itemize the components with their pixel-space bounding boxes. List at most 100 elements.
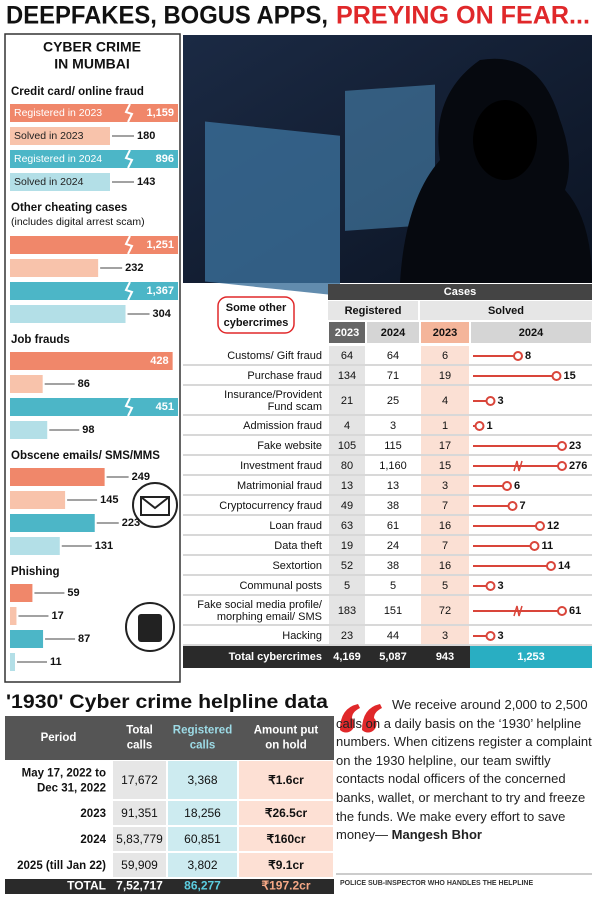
panel-title: IN MUMBAI	[54, 56, 129, 72]
cell	[184, 476, 327, 494]
cell	[367, 536, 419, 554]
bar-value: 1,159	[146, 107, 174, 119]
cell-value: 52	[341, 560, 353, 572]
cell	[367, 596, 419, 624]
lollipop-value: 276	[569, 460, 587, 472]
cell	[471, 476, 591, 494]
cell	[184, 386, 327, 414]
cell	[421, 386, 469, 414]
helpline-cell	[113, 827, 166, 851]
cell	[329, 346, 365, 364]
email-icon-flap	[140, 496, 170, 510]
cell-value: 17	[439, 440, 451, 452]
period: 2023	[80, 808, 106, 820]
year-header	[471, 322, 591, 343]
lollipop-dot	[507, 501, 518, 511]
cell	[184, 556, 327, 574]
lollipop-dot	[551, 371, 562, 381]
cell	[367, 476, 419, 494]
crime-name: Insurance/Provident	[224, 389, 322, 401]
quote-mark	[340, 704, 382, 733]
cell	[329, 436, 365, 454]
bar-value: 304	[153, 308, 172, 320]
cell-value: 105	[338, 440, 356, 452]
cell	[367, 626, 419, 644]
cell	[421, 456, 469, 474]
cell	[329, 556, 365, 574]
crime-name: morphing email/ SMS	[217, 611, 322, 623]
lollipop-dot	[535, 521, 545, 531]
cell	[329, 536, 365, 554]
cell	[471, 416, 591, 434]
helpline-value: 3,368	[187, 773, 217, 787]
bar-break	[124, 397, 134, 417]
cell-value: 19	[439, 370, 451, 382]
total-cell: 4,169	[333, 651, 361, 663]
period: 2024	[80, 834, 106, 846]
cell-value: 3	[442, 630, 448, 642]
cell-value: 44	[387, 630, 399, 642]
cell	[421, 626, 469, 644]
crime-name: Investment fraud	[240, 460, 322, 472]
cell-value: 38	[387, 500, 399, 512]
cell-value: 61	[387, 520, 399, 532]
bar	[10, 305, 126, 323]
helpline-head: Period	[41, 732, 77, 744]
cell-value: 25	[387, 395, 399, 407]
cell	[421, 576, 469, 594]
lollipop-value: 7	[520, 500, 526, 512]
section-title: Other cheating cases	[11, 202, 127, 214]
cell	[184, 626, 327, 644]
bar	[10, 653, 15, 671]
bar-value: 232	[125, 262, 143, 274]
helpline-cell	[6, 853, 111, 877]
lollipop-dot	[529, 541, 540, 551]
cell-value: 80	[341, 460, 353, 472]
lollipop-dot	[502, 481, 512, 491]
cell	[421, 416, 469, 434]
lollipop-dot	[513, 351, 523, 361]
helpline-head: on hold	[265, 740, 307, 752]
cell-value: 16	[439, 520, 451, 532]
caption: Some other	[226, 302, 287, 314]
bar	[10, 352, 173, 370]
cases-label: Cases	[444, 286, 476, 298]
helpline-value: 17,672	[121, 773, 158, 787]
cell	[184, 346, 327, 364]
cell-value: 64	[387, 350, 399, 362]
cell	[367, 456, 419, 474]
cell-value: 7	[442, 500, 448, 512]
year-header	[367, 322, 419, 343]
cell	[329, 386, 365, 414]
bar-value: 223	[122, 517, 140, 529]
cell-value: 5	[442, 580, 448, 592]
monitor	[205, 121, 340, 296]
bar-break	[124, 149, 134, 169]
total-cell: 1,253	[517, 651, 545, 663]
bar	[10, 421, 48, 439]
cell-value: 64	[341, 350, 353, 362]
helpline-value: ₹160cr	[267, 832, 306, 846]
cell	[329, 496, 365, 514]
helpline-head: Registered	[173, 725, 232, 737]
lollipop-dot	[557, 606, 567, 616]
cell	[184, 596, 327, 624]
cell	[184, 366, 327, 384]
cell	[329, 516, 365, 534]
cell-value: 5	[344, 580, 350, 592]
section-title: Phishing	[11, 566, 60, 578]
cell	[367, 576, 419, 594]
bar-name: Solved in 2024	[14, 176, 84, 188]
bar	[10, 607, 17, 625]
crime-name: Fund scam	[268, 401, 322, 413]
cell-value: 183	[338, 605, 356, 617]
cases-header	[328, 284, 592, 300]
bar-break	[124, 235, 134, 255]
cell	[184, 536, 327, 554]
cell	[329, 596, 365, 624]
cell	[421, 556, 469, 574]
cell-value: 4	[344, 420, 350, 432]
crime-name: Matrimonial fraud	[237, 480, 322, 492]
cell-value: 63	[341, 520, 353, 532]
